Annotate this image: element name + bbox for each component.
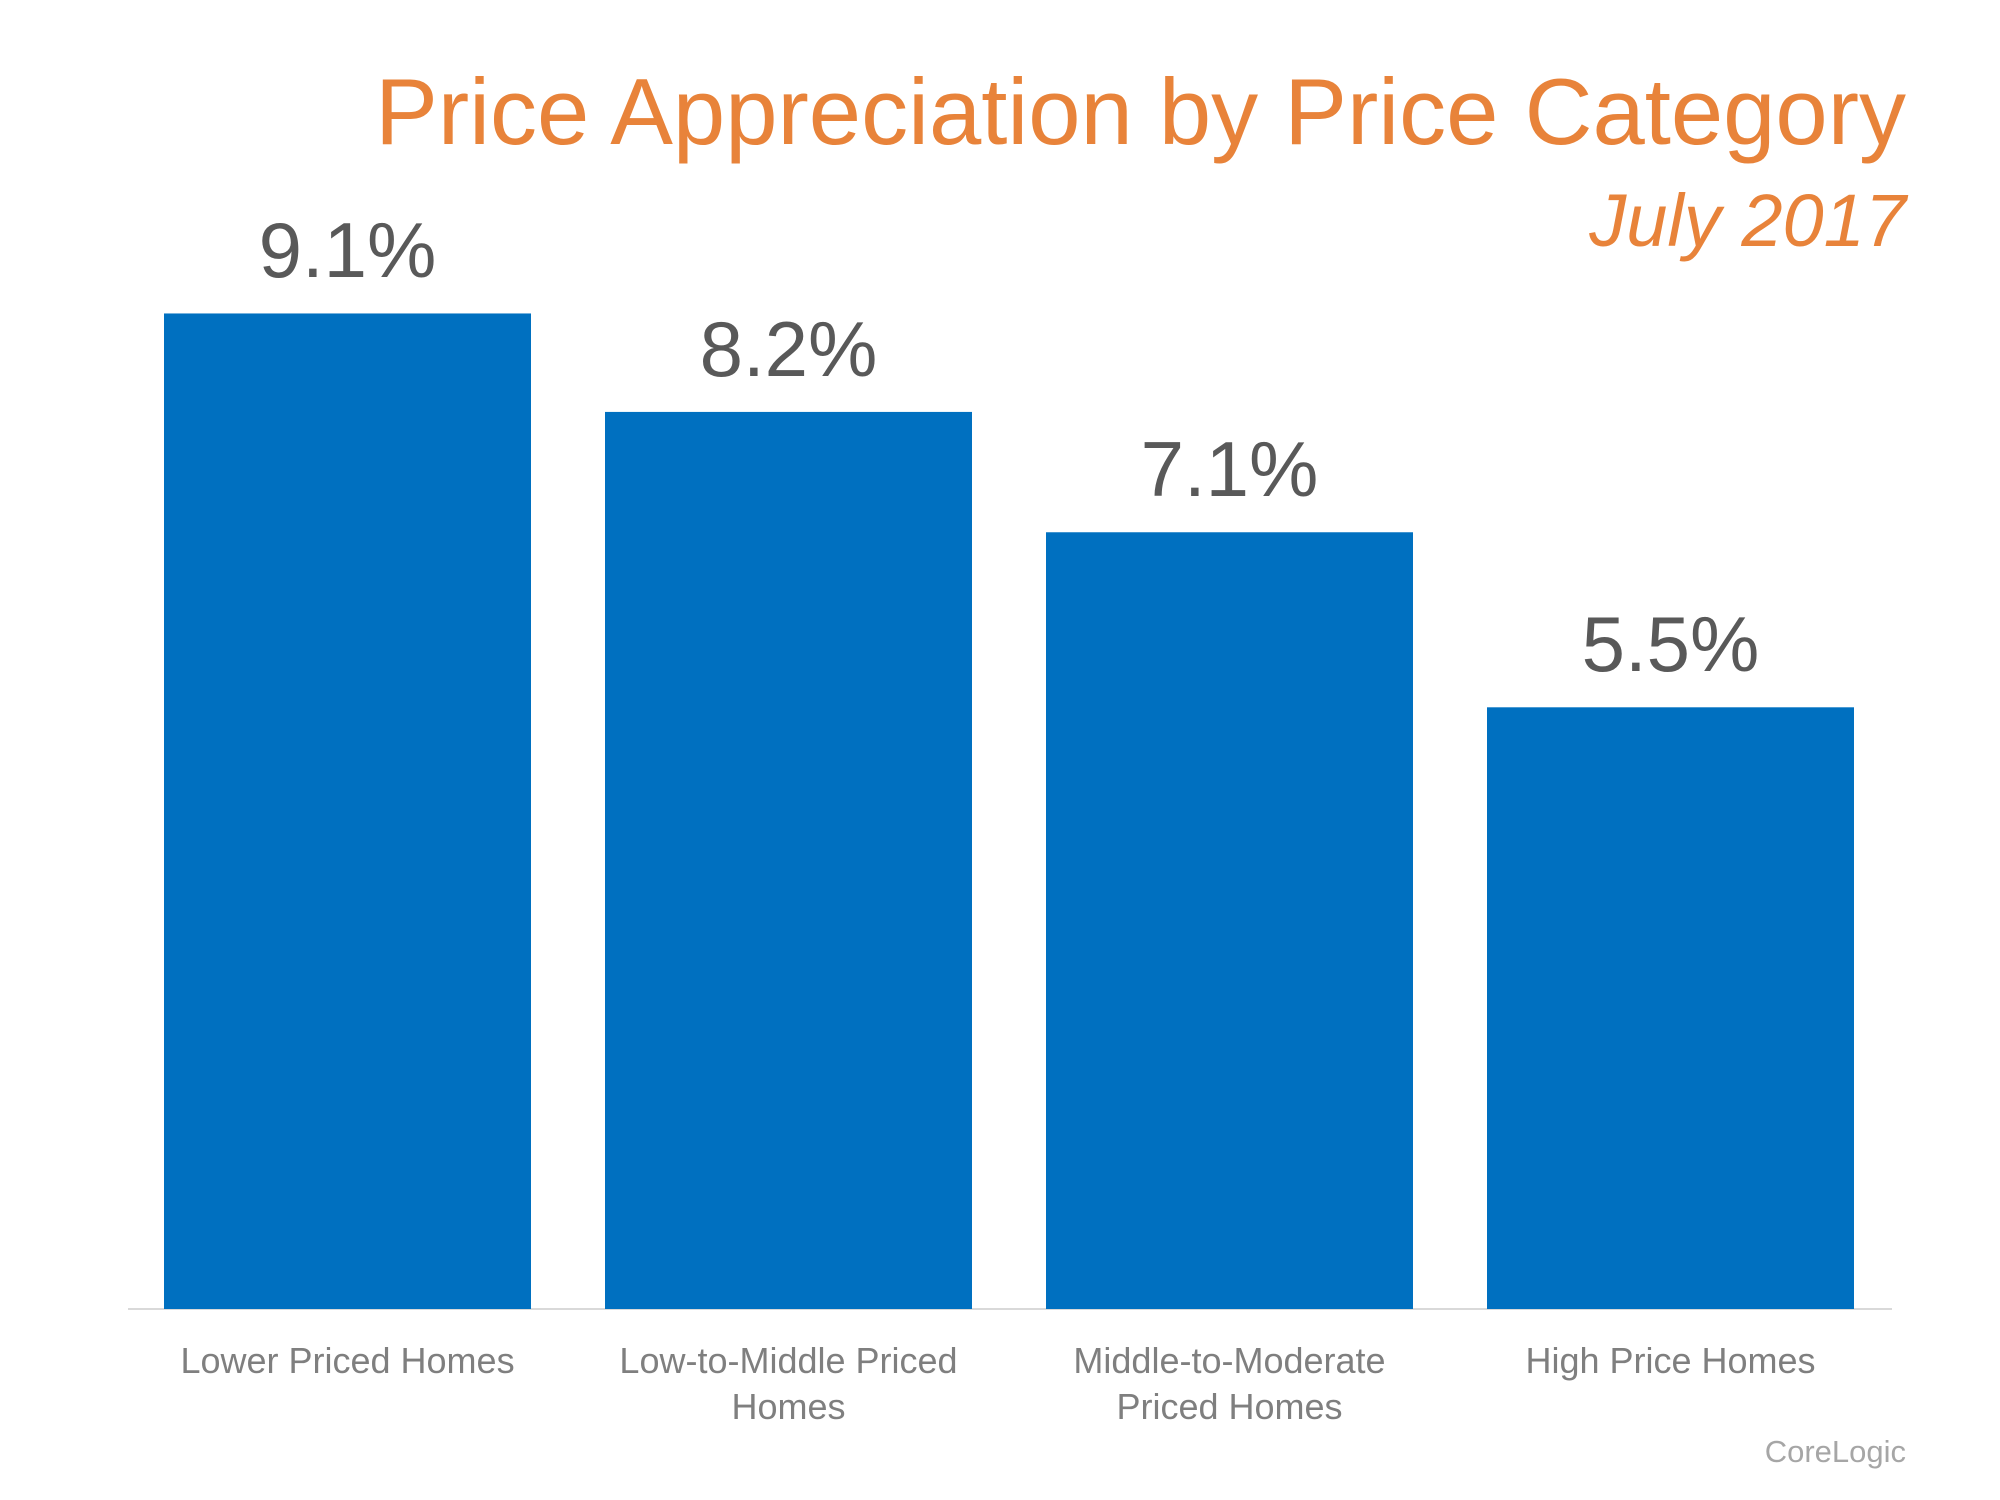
x-tick-label: Lower Priced Homes xyxy=(180,1340,515,1381)
x-tick-label: High Price Homes xyxy=(1525,1340,1816,1381)
source: CoreLogic xyxy=(1764,1434,1906,1469)
chart-subtitle: July 2017 xyxy=(1589,179,1906,262)
value-label: 7.1% xyxy=(1140,425,1319,514)
value-label: 8.2% xyxy=(699,304,878,393)
value-label: 9.1% xyxy=(258,206,437,295)
bar xyxy=(1046,532,1413,1309)
chart-title: Price Appreciation by Price Category xyxy=(375,59,1906,164)
x-tick-label: Middle-to-Moderate Priced Homes xyxy=(1073,1340,1386,1427)
value-label: 5.5% xyxy=(1581,600,1760,689)
bar xyxy=(164,313,531,1310)
bar xyxy=(605,411,972,1309)
x-tick-label: Low-to-Middle Priced Homes xyxy=(619,1340,958,1427)
bar xyxy=(1487,707,1854,1309)
